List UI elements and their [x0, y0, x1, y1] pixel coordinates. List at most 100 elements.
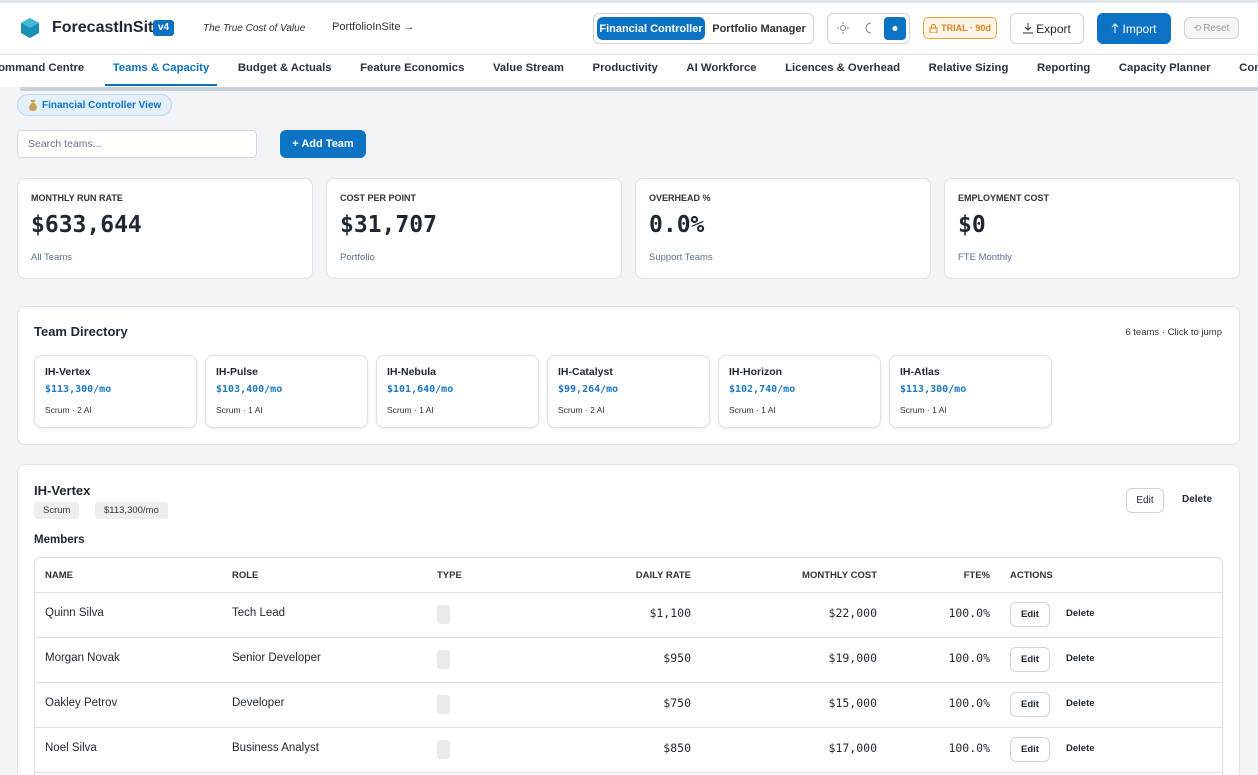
monthly-cost: $17,000 [828, 741, 877, 755]
fte: 100.0% [948, 696, 990, 710]
logo [21, 18, 39, 38]
edit-team[interactable]: Edit [1126, 488, 1164, 513]
kpi-card [326, 178, 622, 279]
team-card-name: IH-Nebula [387, 366, 437, 378]
monthly-cost: $22,000 [828, 606, 877, 620]
edit-member[interactable]: Edit [1010, 737, 1050, 762]
reset-button[interactable]: ⟲ Reset [1184, 17, 1239, 39]
kpi-note: All Teams [31, 252, 73, 263]
version-badge: v4 [153, 20, 175, 36]
team-tag: $113,300/mo [95, 502, 168, 519]
delete-team[interactable]: Delete [1182, 494, 1213, 505]
nav-bar [0, 55, 1258, 87]
team-card-name: IH-Vertex [45, 366, 91, 378]
team-card[interactable] [889, 355, 1052, 428]
kpi-value: $0 [958, 212, 986, 238]
team-card[interactable] [205, 355, 368, 428]
trial-badge: TRIAL · 90d [923, 17, 997, 39]
team-card[interactable] [376, 355, 539, 428]
nav-tab[interactable]: Licences & Overhead [785, 62, 901, 74]
role-button[interactable]: Portfolio Manager [707, 17, 811, 40]
column-header: ACTIONS [1010, 570, 1053, 581]
team-card[interactable] [718, 355, 881, 428]
import-button[interactable]: Import [1097, 13, 1171, 44]
member-role: Developer [232, 697, 285, 709]
delete-member[interactable]: Delete [1066, 743, 1095, 754]
column-header: DAILY RATE [635, 570, 691, 581]
team-card[interactable] [34, 355, 197, 428]
view-badge-text: Financial Controller View [42, 99, 162, 111]
nav-tab[interactable]: Productivity [592, 62, 658, 74]
directory-summary: 6 teams · Click to jump [1125, 327, 1222, 338]
nav-tab[interactable]: Feature Economics [360, 62, 465, 74]
export-button[interactable]: Export [1010, 13, 1084, 44]
daily-rate: $850 [663, 741, 691, 755]
delete-member[interactable]: Delete [1066, 653, 1095, 664]
nav-tab[interactable]: Reporting [1036, 62, 1091, 74]
team-card-meta: Scrum · 1 AI [387, 405, 434, 415]
nav-tab[interactable]: Relative Sizing [928, 62, 1009, 74]
delete-member[interactable]: Delete [1066, 608, 1095, 619]
team-card-meta: Scrum · 2 AI [558, 405, 605, 415]
nav-tab[interactable]: Configuration [1239, 62, 1258, 74]
add-team-button[interactable]: + Add Team [280, 130, 366, 158]
edit-member[interactable]: Edit [1010, 692, 1050, 717]
nav-tab[interactable]: AI Workforce [686, 62, 757, 74]
kpi-note: Portfolio [340, 252, 375, 263]
kpi-label: COST PER POINT [340, 193, 417, 203]
tagline: The True Cost of Value [203, 23, 306, 34]
role-toggle [593, 13, 814, 44]
kpi-label: OVERHEAD % [649, 193, 711, 203]
brand: ForecastInSite [52, 19, 163, 36]
edit-member[interactable]: Edit [1010, 602, 1050, 627]
row-divider [35, 772, 1222, 773]
kpi-label: MONTHLY RUN RATE [31, 193, 123, 203]
reset-text: Reset [1203, 22, 1230, 34]
column-header: MONTHLY COST [802, 570, 877, 581]
portfolio-link[interactable]: PortfolioInSite → [332, 21, 415, 33]
team-card-cost: $103,400/mo [216, 384, 283, 395]
member-role: Senior Developer [232, 652, 321, 664]
tabs: Command Centre Teams & Capacity Budget & A… [0, 55, 1258, 86]
column-header: NAME [45, 570, 73, 581]
light-icon[interactable] [837, 22, 849, 34]
nav-tab[interactable]: Teams & Capacity [104, 55, 218, 86]
dark-icon[interactable] [864, 22, 876, 34]
daily-rate: $1,100 [649, 606, 691, 620]
fte: 100.0% [948, 651, 990, 665]
type-chip [437, 650, 450, 669]
member-role: Tech Lead [232, 607, 286, 619]
team-tag: Scrum [34, 502, 80, 519]
team-card-meta: Scrum · 1 AI [900, 405, 947, 415]
team-card-meta: Scrum · 1 AI [729, 405, 776, 415]
team-card-meta: Scrum · 2 AI [45, 405, 92, 415]
role-button[interactable]: Financial Controller [597, 17, 705, 40]
team-card[interactable] [547, 355, 710, 428]
kpi-card [635, 178, 931, 279]
team-card-cost: $102,740/mo [729, 384, 796, 395]
view-badge: Financial Controller View [17, 94, 173, 116]
column-header: FTE% [963, 570, 990, 581]
nav-tab[interactable]: Command Centre [0, 62, 85, 74]
search-input[interactable]: Search teams... [17, 130, 257, 158]
daily-rate: $750 [663, 696, 691, 710]
member-name: Noel Silva [45, 742, 97, 754]
kpi-value: $633,644 [31, 212, 142, 238]
team-card-name: IH-Pulse [216, 366, 259, 378]
member-name: Morgan Novak [45, 652, 120, 664]
monthly-cost: $15,000 [828, 696, 877, 710]
team-card-name: IH-Catalyst [558, 366, 613, 378]
team-card-cost: $113,300/mo [45, 384, 112, 395]
row-divider [35, 592, 1222, 593]
row-divider [35, 682, 1222, 683]
edit-member[interactable]: Edit [1010, 647, 1050, 672]
nav-tab[interactable]: Value Stream [492, 62, 564, 74]
nav-tab[interactable]: Budget & Actuals [237, 62, 332, 74]
monthly-cost: $19,000 [828, 651, 877, 665]
team-card-name: IH-Horizon [729, 366, 783, 378]
system-theme[interactable] [884, 17, 906, 40]
scrollbar [20, 87, 1258, 91]
column-header: TYPE [437, 570, 462, 581]
delete-member[interactable]: Delete [1066, 698, 1095, 709]
nav-tab[interactable]: Capacity Planner [1118, 62, 1211, 74]
